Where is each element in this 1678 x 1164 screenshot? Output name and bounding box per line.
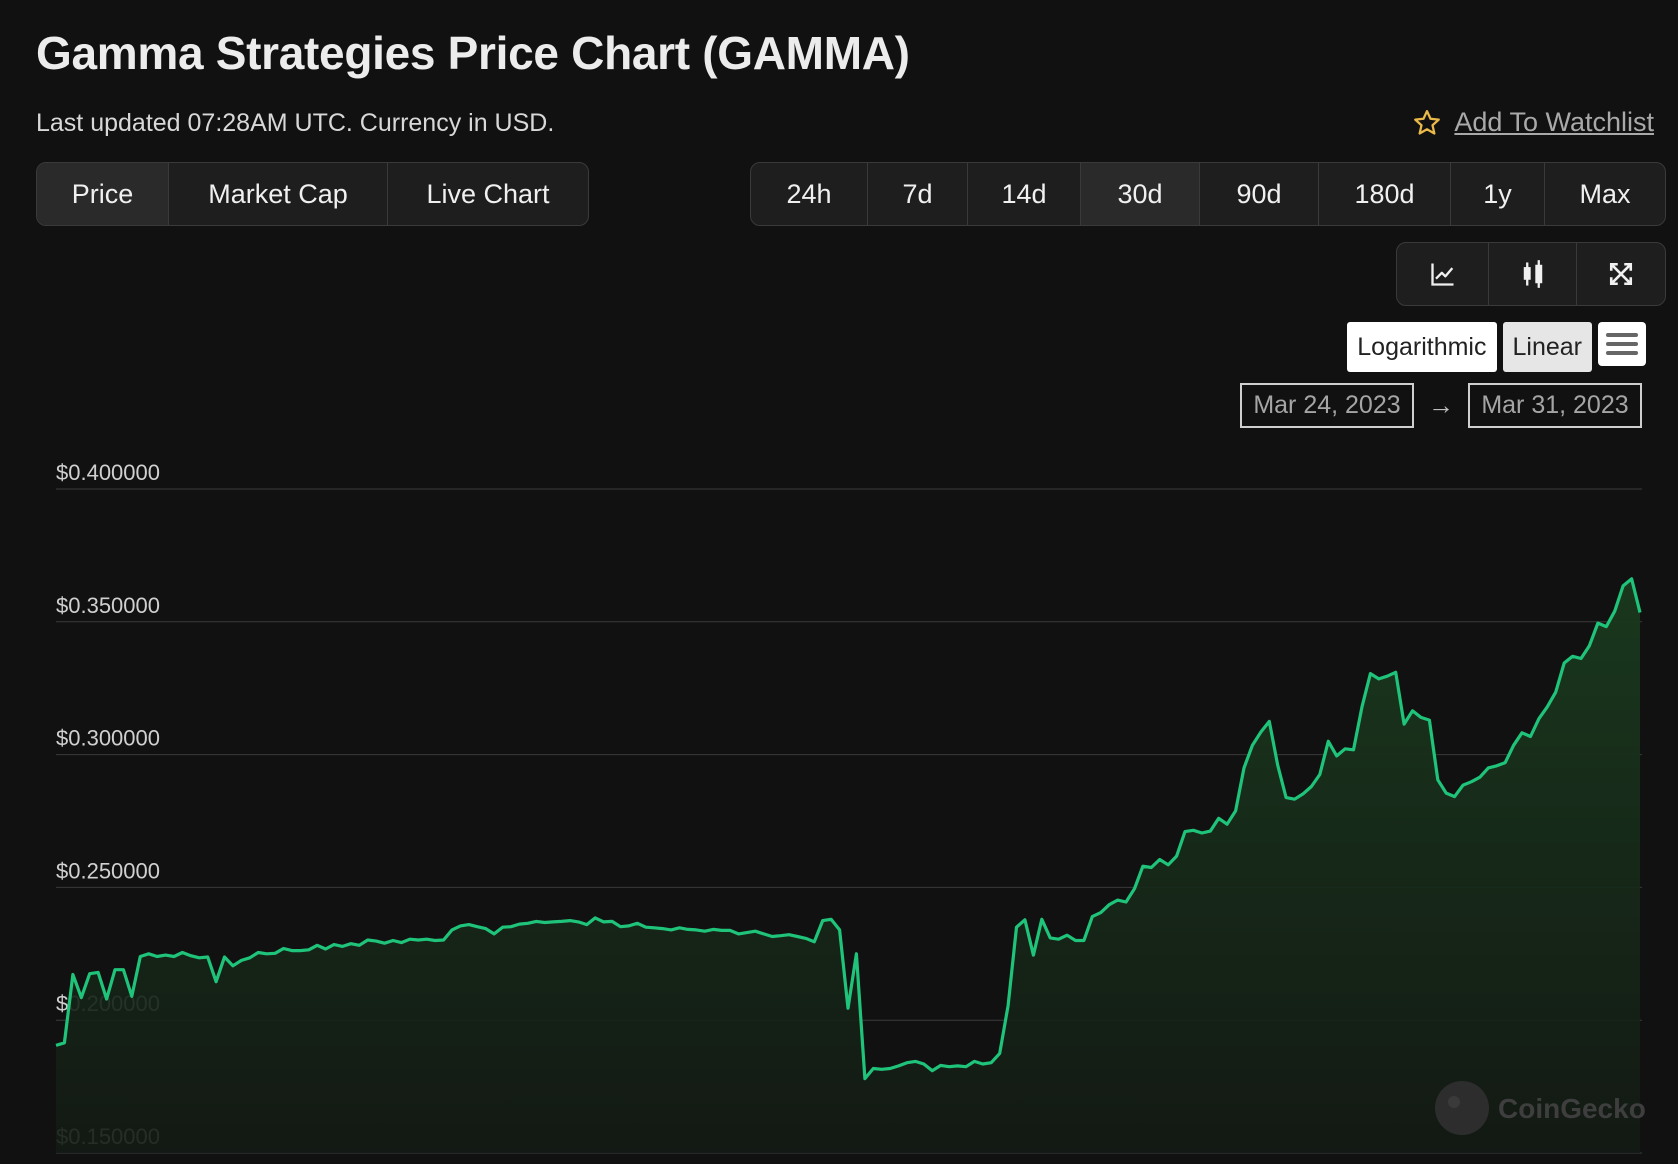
coingecko-watermark: CoinGecko [1435,1081,1646,1135]
candlestick-button[interactable] [1489,243,1577,305]
fullscreen-button[interactable] [1577,243,1665,305]
arrow-right-icon: → [1428,390,1454,420]
range-90d[interactable]: 90d [1200,163,1319,225]
watchlist-label: Add To Watchlist [1454,107,1654,137]
time-range-tabs: 24h 7d 14d 30d 90d 180d 1y Max [750,162,1666,226]
date-from-input[interactable]: Mar 24, 2023 [1240,383,1414,428]
chart-tool-buttons [1396,242,1666,306]
line-chart-button[interactable] [1397,243,1489,305]
tab-market-cap[interactable]: Market Cap [169,163,388,225]
watermark-text: CoinGecko [1498,1093,1646,1124]
range-30d[interactable]: 30d [1081,163,1200,225]
y-tick-label: $0.250000 [56,858,160,883]
price-chart: $0.150000$0.200000$0.250000$0.300000$0.3… [55,460,1646,1154]
price-line [55,577,1642,1081]
range-max[interactable]: Max [1579,178,1631,209]
page-title: Gamma Strategies Price Chart (GAMMA) [36,27,910,79]
logarithmic-button[interactable]: Logarithmic [1347,322,1497,372]
fullscreen-icon [1609,262,1633,286]
y-tick-label: $0.400000 [56,460,160,485]
chart-menu-button[interactable] [1598,322,1646,366]
star-icon [1414,109,1441,135]
gecko-logo-icon [1435,1081,1489,1135]
range-180d[interactable]: 180d [1319,163,1451,225]
scale-toggle: Logarithmic Linear [1347,322,1646,372]
tab-price[interactable]: Price [37,163,169,225]
range-14d[interactable]: 14d [968,163,1081,225]
last-updated-text: Last updated 07:28AM UTC. Currency in US… [36,109,555,137]
linear-button[interactable]: Linear [1502,322,1592,372]
y-tick-label: $0.350000 [56,593,160,618]
tab-live-chart[interactable]: Live Chart [426,178,550,209]
date-to-input[interactable]: Mar 31, 2023 [1468,383,1642,428]
y-tick-label: $0.300000 [56,726,160,751]
date-range-picker: Mar 24, 2023 → Mar 31, 2023 [1240,383,1642,428]
hamburger-icon [1606,333,1638,355]
chart-type-tabs: Price Market Cap Live Chart [36,162,589,226]
line-chart-icon [1430,263,1453,286]
candlestick-icon [1523,260,1542,288]
price-area [56,578,1640,1153]
range-24h[interactable]: 24h [751,163,868,225]
range-1y[interactable]: 1y [1451,163,1545,225]
add-to-watchlist-link[interactable]: Add To Watchlist [1412,107,1654,138]
range-7d[interactable]: 7d [868,163,968,225]
